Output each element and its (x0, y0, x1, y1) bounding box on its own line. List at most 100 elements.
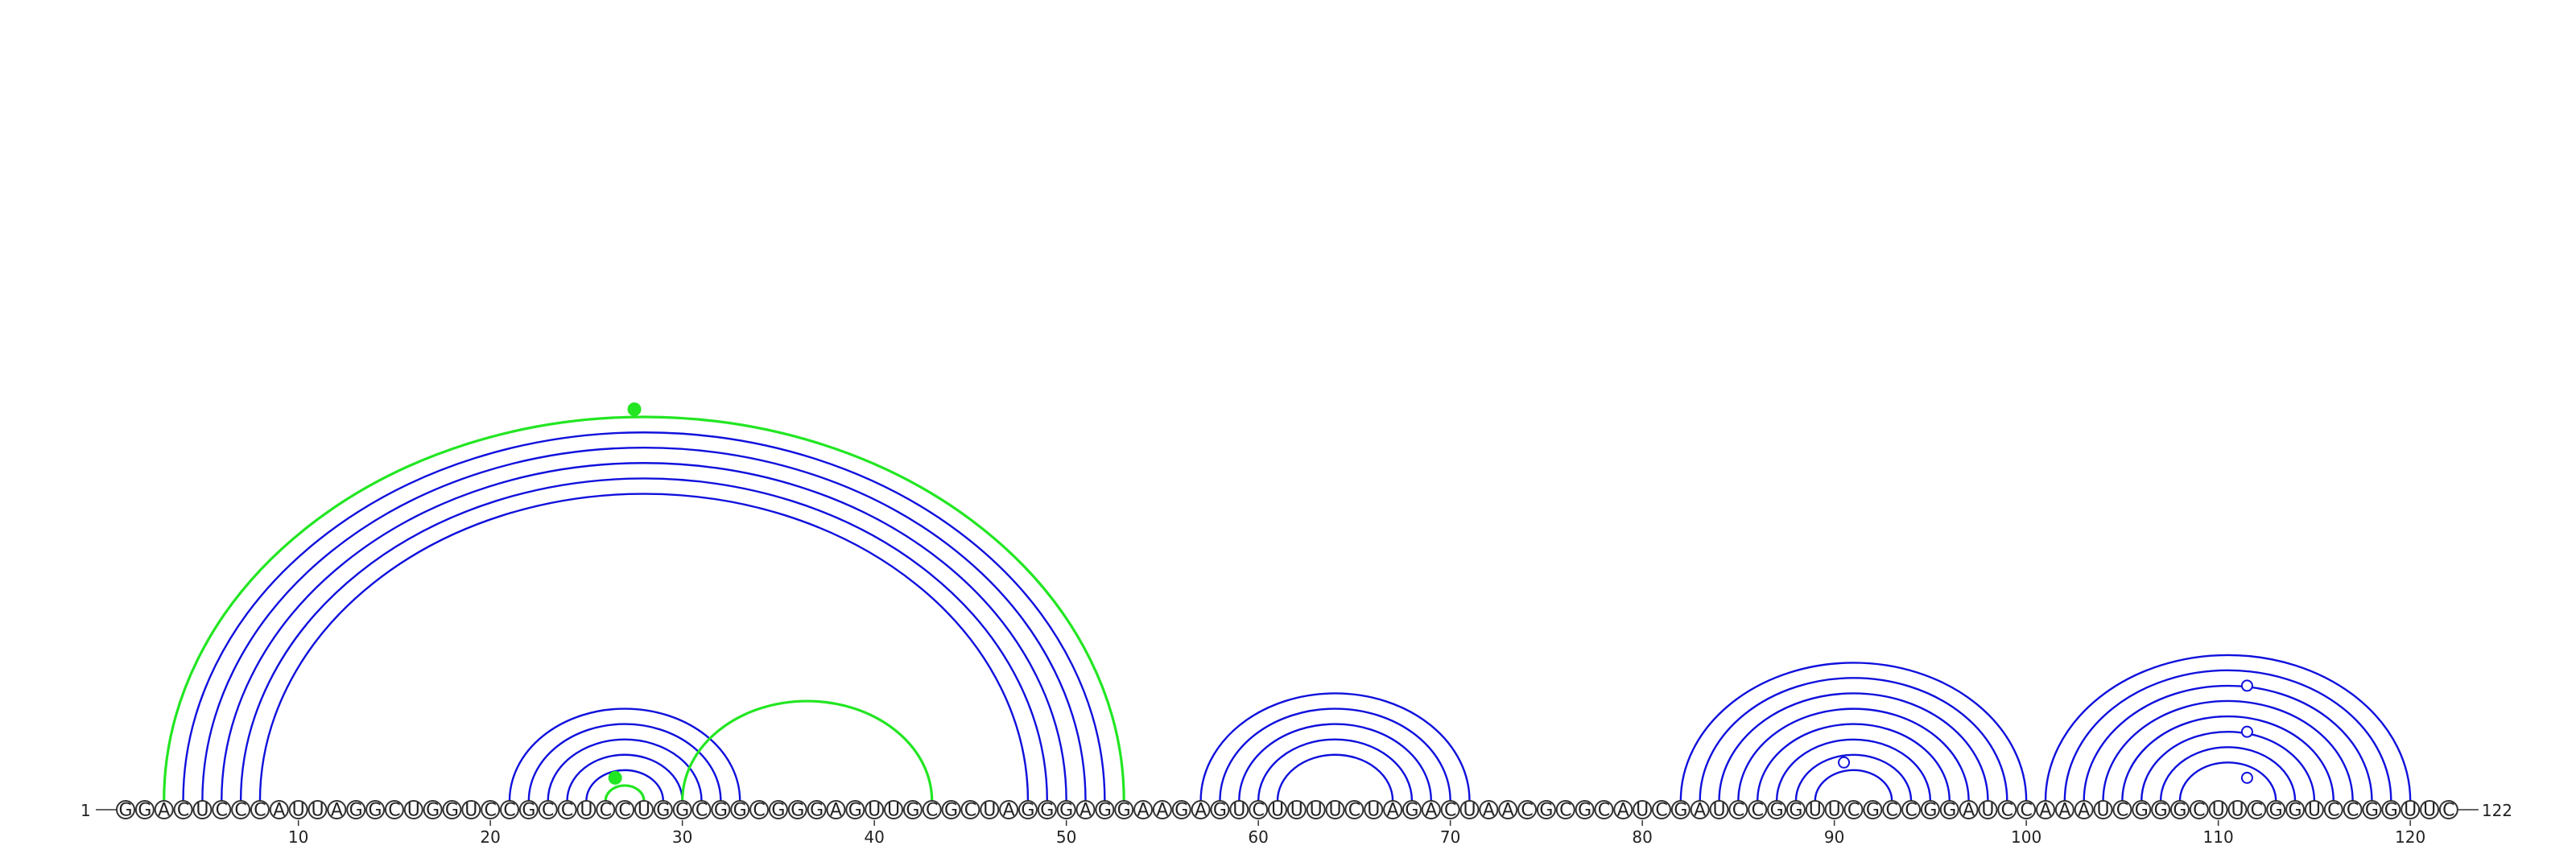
pair-arc-22-32 (527, 723, 722, 802)
nucleotide-letter: C (2251, 801, 2263, 821)
nucleotide-circle (1728, 800, 1748, 819)
tick-label-110: 110 (2203, 827, 2234, 847)
nucleotide-34: C (749, 800, 770, 821)
nucleotide-113: G (2266, 800, 2286, 821)
nucleotide-letter: C (753, 801, 765, 821)
nucleotide-27: C (615, 800, 635, 821)
nucleotide-letter: U (1809, 801, 1822, 821)
nucleotide-68: G (1402, 800, 1422, 821)
nucleotide-letter: G (1405, 801, 1418, 821)
nucleotide-letter: U (407, 801, 420, 821)
nucleotide-circle (1018, 800, 1038, 819)
nucleotide-letter: U (1981, 801, 1994, 821)
nucleotide-circle (999, 800, 1019, 819)
nucleotide-circle (596, 800, 616, 819)
nucleotide-circle (2017, 800, 2037, 819)
nucleotide-letter: A (1080, 801, 1092, 821)
nucleotide-circle (2227, 800, 2248, 819)
nucleotide-circle (269, 800, 289, 819)
nucleotide-circle (288, 800, 308, 819)
sequence-end-label: 122 (2482, 801, 2512, 820)
nucleotide-letter: C (503, 801, 515, 821)
nucleotide-circle (2438, 800, 2458, 819)
nucleotide-letter: U (2423, 801, 2436, 821)
nucleotide-24: C (557, 800, 577, 821)
nucleotide-circle (1882, 800, 1902, 819)
nucleotide-circle (845, 800, 865, 819)
loop-marker-4 (2240, 725, 2253, 738)
nucleotide-circle (2323, 800, 2343, 819)
nucleotide-circle (461, 800, 481, 819)
nucleotide-circle (1863, 800, 1883, 819)
nucleotide-circle (423, 800, 443, 819)
nucleotide-letter: G (1539, 801, 1553, 821)
nucleotide-letter: U (983, 801, 996, 821)
nucleotide-circle (1690, 800, 1710, 819)
nucleotide-42: G (902, 800, 923, 821)
nucleotide-circle (1805, 800, 1825, 819)
nucleotide-71: U (1459, 800, 1480, 821)
nucleotide-letter: C (1847, 801, 1860, 821)
tick-label-10: 10 (288, 827, 308, 847)
nucleotide-41: U (884, 800, 903, 821)
nucleotide-119: G (2381, 800, 2401, 821)
nucleotide-letter: U (638, 801, 650, 821)
nucleotide-letter: C (1598, 801, 1610, 821)
nucleotide-circle (2343, 800, 2363, 819)
nucleotide-57: A (1191, 800, 1211, 821)
nucleotide-letter: C (1252, 801, 1264, 821)
nucleotide-circle (787, 800, 807, 819)
nucleotide-95: G (1920, 800, 1940, 821)
nucleotide-circle (691, 800, 712, 819)
nucleotide-letter: A (1156, 801, 1168, 821)
nucleotide-circle (2189, 800, 2209, 819)
nucleotide-110: U (2208, 800, 2228, 821)
tick-label-60: 60 (1248, 827, 1268, 847)
nucleotide-letter: C (1521, 801, 1533, 821)
nucleotide-letter: U (1290, 801, 1303, 821)
tick-label-30: 30 (672, 827, 692, 847)
nucleotide-23: C (538, 800, 558, 821)
nucleotide-53: G (1114, 800, 1134, 821)
nucleotide-letter: U (580, 801, 592, 821)
nucleotide-circle (884, 800, 903, 819)
nucleotide-59: U (1229, 800, 1249, 821)
nucleotide-109: C (2189, 800, 2209, 821)
nucleotide-38: A (826, 800, 846, 821)
nucleotide-91: C (1843, 800, 1864, 821)
nucleotide-letter: G (2154, 801, 2168, 821)
nucleotide-letter: U (1232, 801, 1245, 821)
nucleotide-circle (1709, 800, 1729, 819)
nucleotide-letter: C (2001, 801, 2013, 821)
nucleotide-letter: G (791, 801, 804, 821)
pair-arc-108-113 (2178, 761, 2277, 802)
nucleotide-35: G (768, 800, 788, 821)
nucleotide-36: G (787, 800, 807, 821)
pair-arc-105-116 (2121, 715, 2334, 802)
nucleotide-15: C (384, 800, 404, 821)
nucleotide-circle (231, 800, 251, 819)
nucleotide-18: G (442, 800, 462, 821)
nucleotide-circle (2266, 800, 2286, 819)
nucleotide-letter: G (848, 801, 862, 821)
nucleotide-60: C (1249, 800, 1269, 821)
nucleotide-letter: G (1213, 801, 1227, 821)
nucleotide-115: U (2304, 800, 2324, 821)
nucleotide-circle (2362, 800, 2382, 819)
nucleotide-letter: C (1905, 801, 1917, 821)
nucleotide-48: G (1018, 800, 1038, 821)
pair-arc-7-49 (239, 477, 1048, 802)
nucleotide-circle (1421, 800, 1441, 819)
loop-marker-5 (2240, 771, 2253, 784)
tick-layer: 10 20 30 40 50 60 70 80 90 100 110 120 (288, 820, 2425, 847)
nucleotide-letter: G (733, 801, 747, 821)
nucleotide-circle (1978, 800, 1998, 819)
nucleotide-letter: C (388, 801, 400, 821)
nucleotide-1: G (116, 800, 135, 821)
nucleotide-letter: G (810, 801, 824, 821)
nucleotide-letter: A (158, 801, 170, 821)
tick-label-120: 120 (2395, 827, 2425, 847)
nucleotide-80: U (1633, 800, 1653, 821)
nucleotide-2: G (134, 800, 155, 821)
nucleotide-letter: G (1021, 801, 1034, 821)
